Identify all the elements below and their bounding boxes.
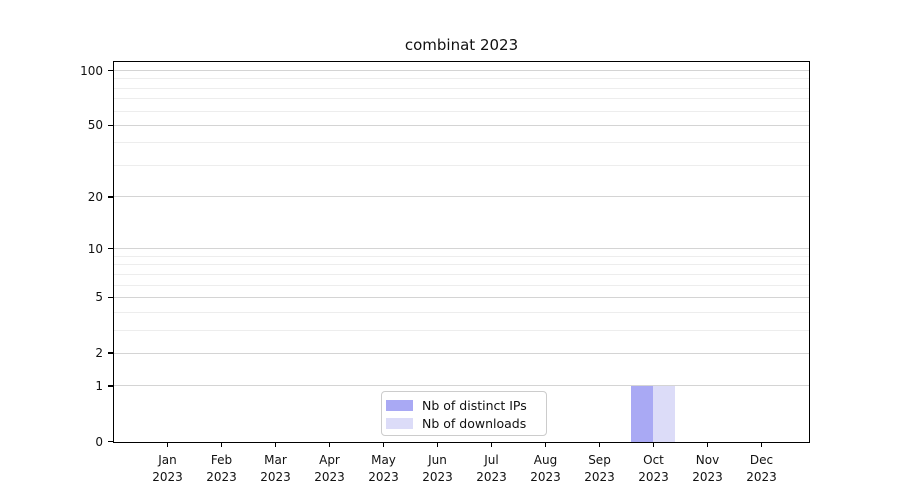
x-tick-mark	[274, 443, 277, 447]
x-tick-label: Feb 2023	[206, 453, 237, 484]
x-tick-label: Jul 2023	[476, 453, 507, 484]
legend: Nb of distinct IPs Nb of downloads	[381, 391, 547, 436]
y-tick-mark	[108, 247, 113, 250]
x-tick-mark	[436, 443, 439, 447]
x-tick-mark	[220, 443, 223, 447]
gridline-major	[114, 385, 809, 387]
gridline-minor	[114, 329, 809, 331]
y-tick-label: 1	[95, 378, 103, 393]
x-tick-mark	[760, 443, 763, 447]
gridline-major	[114, 296, 809, 298]
gridline-minor	[114, 255, 809, 257]
x-tick-mark	[382, 443, 385, 447]
y-tick-label: 50	[87, 118, 103, 133]
x-tick-label: Apr 2023	[314, 453, 345, 484]
x-tick-label: Oct 2023	[638, 453, 669, 484]
y-tick-label: 0	[95, 434, 103, 449]
y-tick-mark	[108, 352, 113, 354]
legend-label: Nb of distinct IPs	[422, 397, 527, 413]
y-tick-label: 5	[95, 290, 103, 305]
gridline-minor	[114, 98, 809, 100]
gridline-major	[114, 124, 809, 126]
x-tick-mark	[544, 443, 547, 447]
x-tick-mark	[490, 443, 493, 447]
gridline-major	[114, 70, 809, 71]
legend-swatch-distinct-ips	[386, 399, 413, 411]
gridline-major	[114, 196, 809, 198]
y-tick-mark	[108, 69, 113, 72]
y-tick-label: 2	[95, 346, 103, 361]
gridline-minor	[114, 284, 809, 286]
gridline-minor	[114, 87, 809, 89]
bar-distinct-ips-oct	[631, 386, 653, 442]
x-tick-label: Nov 2023	[692, 453, 723, 484]
bar-downloads-oct	[653, 386, 675, 442]
gridline-minor	[114, 110, 809, 112]
y-tick-label: 100	[80, 63, 103, 78]
y-tick-mark	[108, 296, 113, 299]
x-tick-label: Aug 2023	[530, 453, 561, 484]
gridline-minor	[114, 311, 809, 313]
plot-area	[113, 61, 810, 443]
y-tick-mark	[108, 196, 113, 198]
legend-row: Nb of distinct IPs	[386, 397, 540, 413]
x-tick-mark	[652, 443, 655, 447]
legend-label: Nb of downloads	[422, 415, 527, 431]
x-tick-label: Jan 2023	[152, 453, 183, 484]
gridline-minor	[114, 78, 809, 80]
x-tick-label: Dec 2023	[746, 453, 777, 484]
legend-swatch-downloads	[386, 417, 413, 429]
legend-row: Nb of downloads	[386, 415, 540, 431]
x-tick-label: May 2023	[368, 453, 399, 484]
gridline-minor	[114, 264, 809, 266]
gridline-minor	[114, 164, 809, 166]
chart-title: combinat 2023	[404, 36, 519, 54]
gridline-minor	[114, 273, 809, 275]
x-tick-label: Sep 2023	[584, 453, 615, 484]
gridline-minor	[114, 142, 809, 144]
y-tick-mark	[108, 440, 113, 443]
x-tick-label: Jun 2023	[422, 453, 453, 484]
x-tick-mark	[706, 443, 709, 447]
y-tick-mark	[108, 385, 113, 387]
x-tick-mark	[328, 443, 331, 447]
x-tick-mark	[166, 443, 169, 447]
y-tick-label: 10	[87, 241, 103, 256]
gridline-major	[114, 248, 809, 250]
y-tick-mark	[108, 124, 113, 127]
x-tick-mark	[598, 443, 601, 447]
x-tick-label: Mar 2023	[260, 453, 291, 484]
gridline-major	[114, 352, 809, 354]
y-tick-label: 20	[87, 189, 103, 204]
